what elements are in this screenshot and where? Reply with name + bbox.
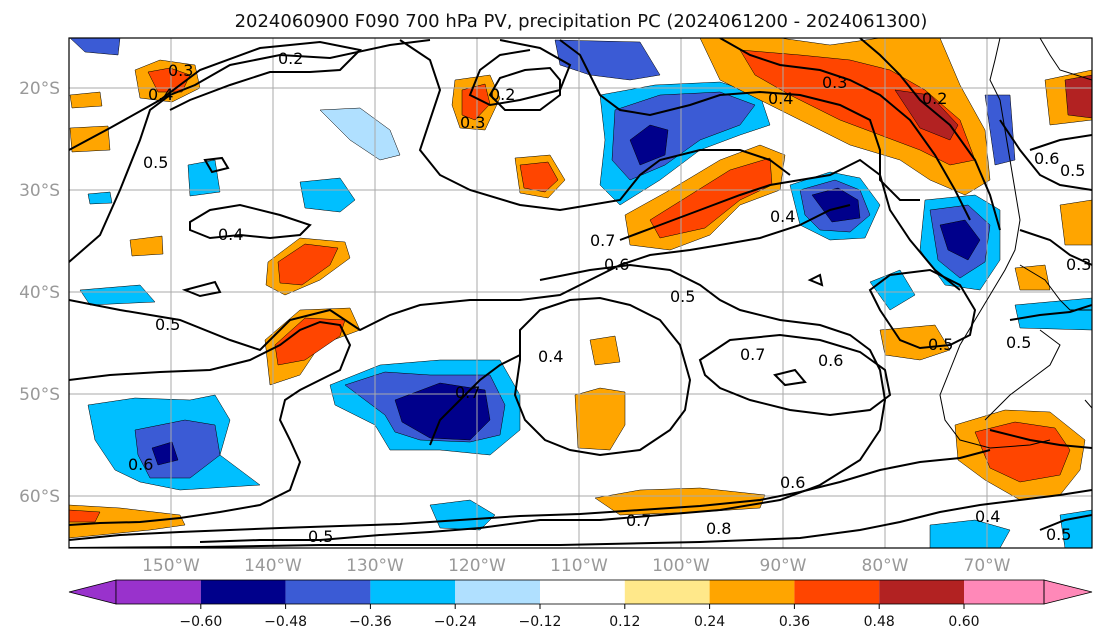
lon-tick-label: 120°W (448, 556, 506, 576)
colorbar-segment (200, 580, 286, 604)
contour-label: 0.4 (538, 347, 563, 366)
colorbar-extend-high (1043, 579, 1093, 605)
lon-tick-label: 130°W (346, 556, 404, 576)
colorbar-segment (964, 580, 1044, 604)
contour-label: 0.3 (460, 113, 485, 132)
lat-tick-label: 40°S (19, 283, 60, 303)
colorbar-segment (540, 580, 625, 604)
colorbar-segment (455, 580, 540, 604)
colorbar-tick-label: −0.36 (349, 614, 392, 630)
colorbar-tick-label: −0.48 (264, 614, 307, 630)
contour-label: 0.4 (770, 207, 795, 226)
colorbar-ticks (200, 604, 965, 609)
colorbar-tick-label: −0.60 (179, 614, 222, 630)
contour-label: 0.4 (218, 225, 243, 244)
lat-tick-label: 60°S (19, 487, 60, 507)
contour-label: 0.4 (768, 89, 793, 108)
colorbar-segment (709, 580, 795, 604)
colorbar-tick-label: 0.60 (948, 614, 979, 630)
colorbar-tick-label: 0.12 (609, 614, 640, 630)
lat-axis: 20°S 30°S 40°S 50°S 60°S (19, 79, 60, 507)
contour-label: 0.7 (590, 231, 615, 250)
colorbar-segment (879, 580, 964, 604)
contour-label: 0.5 (155, 315, 180, 334)
colorbar-tick-label: 0.24 (694, 614, 725, 630)
contour-label: 0.8 (706, 519, 731, 538)
contour-label: 0.7 (740, 345, 765, 364)
lon-tick-label: 80°W (862, 556, 909, 576)
contour-label: 0.5 (670, 287, 695, 306)
lat-tick-label: 20°S (19, 79, 60, 99)
lon-tick-label: 150°W (142, 556, 200, 576)
precip-shading (69, 38, 1092, 548)
contour-label-group: 0.3 0.2 0.4 0.5 0.4 0.2 0.3 0.4 0.3 0.2 … (128, 49, 1091, 546)
contour-label: 0.5 (1060, 161, 1085, 180)
contour-label: 0.7 (455, 383, 480, 402)
contour-label: 0.3 (168, 61, 193, 80)
lon-tick-label: 100°W (652, 556, 710, 576)
map-border (68, 37, 1093, 549)
contour-label: 0.6 (780, 473, 805, 492)
colorbar-segment (624, 580, 710, 604)
contour-label: 0.6 (604, 255, 629, 274)
contour-label: 0.4 (148, 85, 173, 104)
contour-label: 0.5 (928, 335, 953, 354)
contour-label: 0.7 (626, 511, 651, 530)
contour-label: 0.5 (1006, 333, 1031, 352)
contour-label: 0.6 (818, 351, 843, 370)
contour-label: 0.3 (1066, 255, 1091, 274)
colorbar-tick-label: −0.12 (519, 614, 562, 630)
contour-label: 0.3 (822, 73, 847, 92)
contour-label: 0.5 (1046, 525, 1071, 544)
chart-title: 2024060900 F090 700 hPa PV, precipitatio… (235, 11, 928, 32)
map-panel: 0.3 0.2 0.4 0.5 0.4 0.2 0.3 0.4 0.3 0.2 … (69, 38, 1092, 548)
lon-tick-label: 140°W (244, 556, 302, 576)
colorbar-segment (285, 580, 371, 604)
colorbar-extend-low (68, 579, 117, 605)
lon-tick-label: 90°W (760, 556, 807, 576)
colorbar-segment (370, 580, 456, 604)
contour-label: 0.6 (128, 455, 153, 474)
contour-label: 0.4 (975, 507, 1000, 526)
lon-tick-label: 110°W (550, 556, 608, 576)
pv-contours (69, 38, 1092, 548)
contour-label: 0.5 (143, 153, 168, 172)
lat-tick-label: 50°S (19, 385, 60, 405)
colorbar-tick-label: 0.36 (779, 614, 810, 630)
colorbar-frame (115, 579, 1045, 605)
contour-label: 0.2 (922, 89, 947, 108)
contour-label: 0.6 (1034, 149, 1059, 168)
contour-label: 0.5 (308, 527, 333, 546)
colorbar-segment (116, 580, 201, 604)
contour-label: 0.2 (278, 49, 303, 68)
colorbar: −0.60 −0.48 −0.36 −0.24 −0.12 0.12 0.24 … (68, 579, 1093, 630)
lon-axis: 150°W 140°W 130°W 120°W 110°W 100°W 90°W… (142, 556, 1011, 576)
contour-label: 0.2 (490, 85, 515, 104)
colorbar-tick-label: −0.24 (434, 614, 477, 630)
lon-tick-label: 70°W (964, 556, 1011, 576)
gridlines (69, 38, 1092, 548)
colorbar-segment (794, 580, 880, 604)
lat-tick-label: 30°S (19, 181, 60, 201)
colorbar-tick-label: 0.48 (864, 614, 895, 630)
